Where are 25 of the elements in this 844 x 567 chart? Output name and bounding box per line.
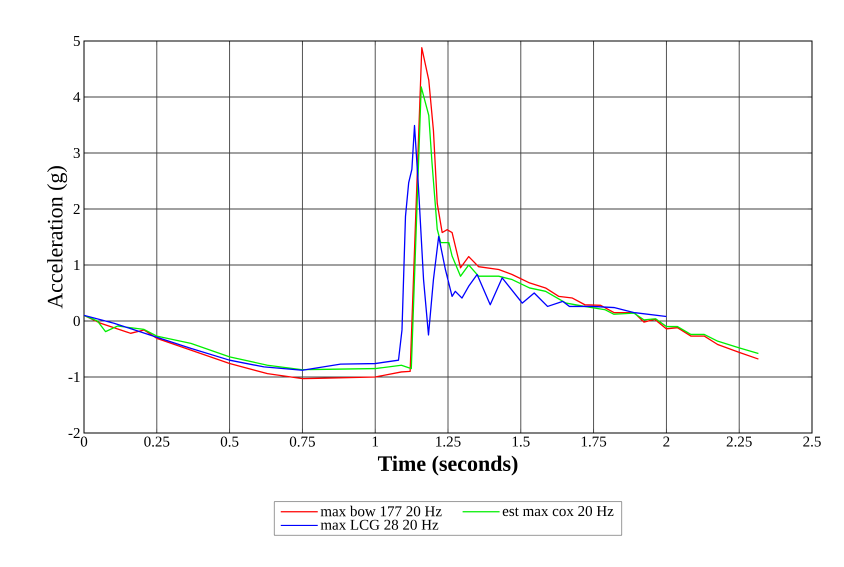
- y-tick-label: 0: [74, 316, 80, 326]
- x-tick-label: 0.75: [290, 436, 315, 447]
- x-tick-label: 1: [372, 436, 378, 446]
- x-tick-label: 2.5: [803, 436, 821, 447]
- y-tick-label: 3: [74, 148, 80, 158]
- y-tick-label: 1: [74, 260, 80, 270]
- x-tick-label: 1.25: [436, 436, 461, 447]
- line-series: [84, 124, 668, 371]
- x-tick-label: 0.5: [220, 436, 238, 447]
- y-tick-label: 5: [74, 36, 80, 46]
- x-tick-label: 2.25: [726, 436, 752, 447]
- legend-label: max LCG 28 20 Hz: [320, 520, 438, 530]
- legend-label: max bow 177 20 Hz: [320, 506, 442, 516]
- y-tick-label: -1: [68, 372, 80, 382]
- x-tick-label: 0.25: [144, 436, 170, 447]
- x-tick-label: 1.5: [512, 436, 530, 447]
- legend-label: est max cox 20 Hz: [502, 506, 614, 516]
- y-axis-title: Acceleration (g): [47, 166, 68, 309]
- y-tick-label: -2: [68, 428, 80, 438]
- x-tick-label: 1.75: [582, 436, 606, 447]
- x-tick-label: 0: [80, 436, 88, 447]
- y-tick-label: 4: [73, 92, 80, 102]
- y-tick-label: 2: [74, 204, 80, 214]
- x-tick-label: 2: [663, 436, 670, 446]
- x-axis-title: Time (seconds): [378, 456, 518, 476]
